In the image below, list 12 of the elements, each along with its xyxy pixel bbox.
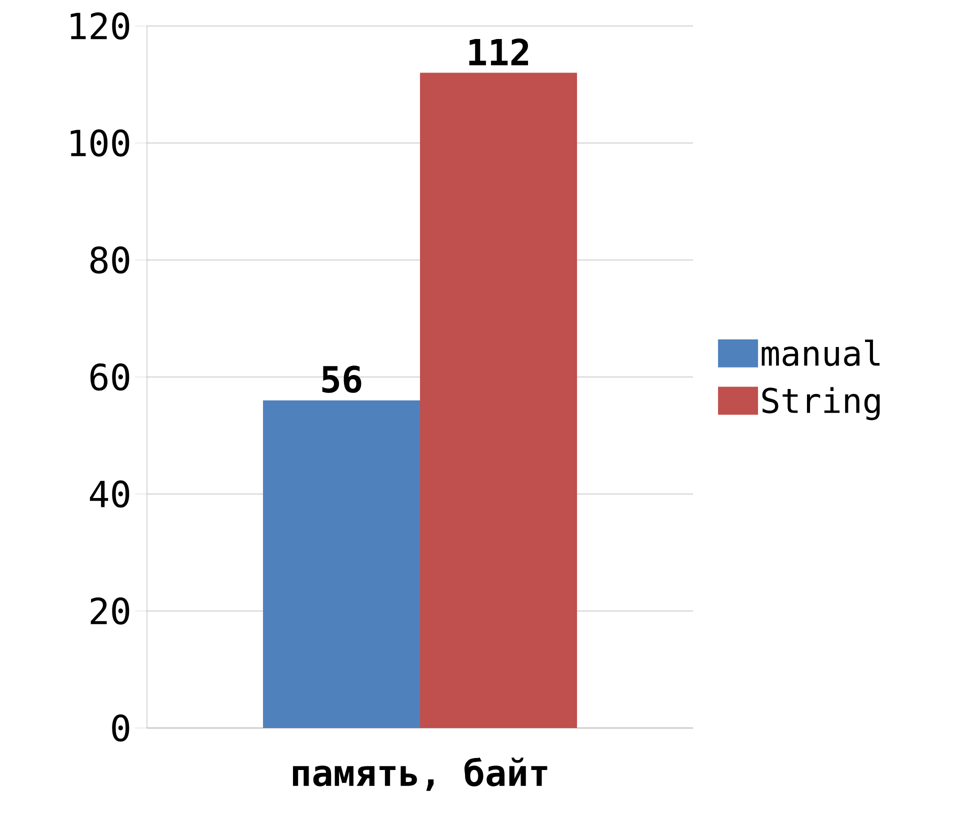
legend-label: String (762, 387, 880, 420)
y-tick-label: 40 (90, 480, 130, 508)
y-tick-label: 0 (112, 714, 130, 742)
y-tick-label: 120 (70, 12, 130, 40)
y-tick-label: 100 (70, 129, 130, 157)
legend-label: manual (762, 340, 880, 366)
data-label: 56 (322, 366, 362, 393)
x-tick-label: память, байт (292, 758, 548, 791)
y-tick-label: 60 (90, 363, 130, 391)
y-tick-label: 80 (90, 246, 130, 274)
y-tick-label: 20 (90, 597, 130, 625)
data-label: 112 (469, 38, 528, 66)
